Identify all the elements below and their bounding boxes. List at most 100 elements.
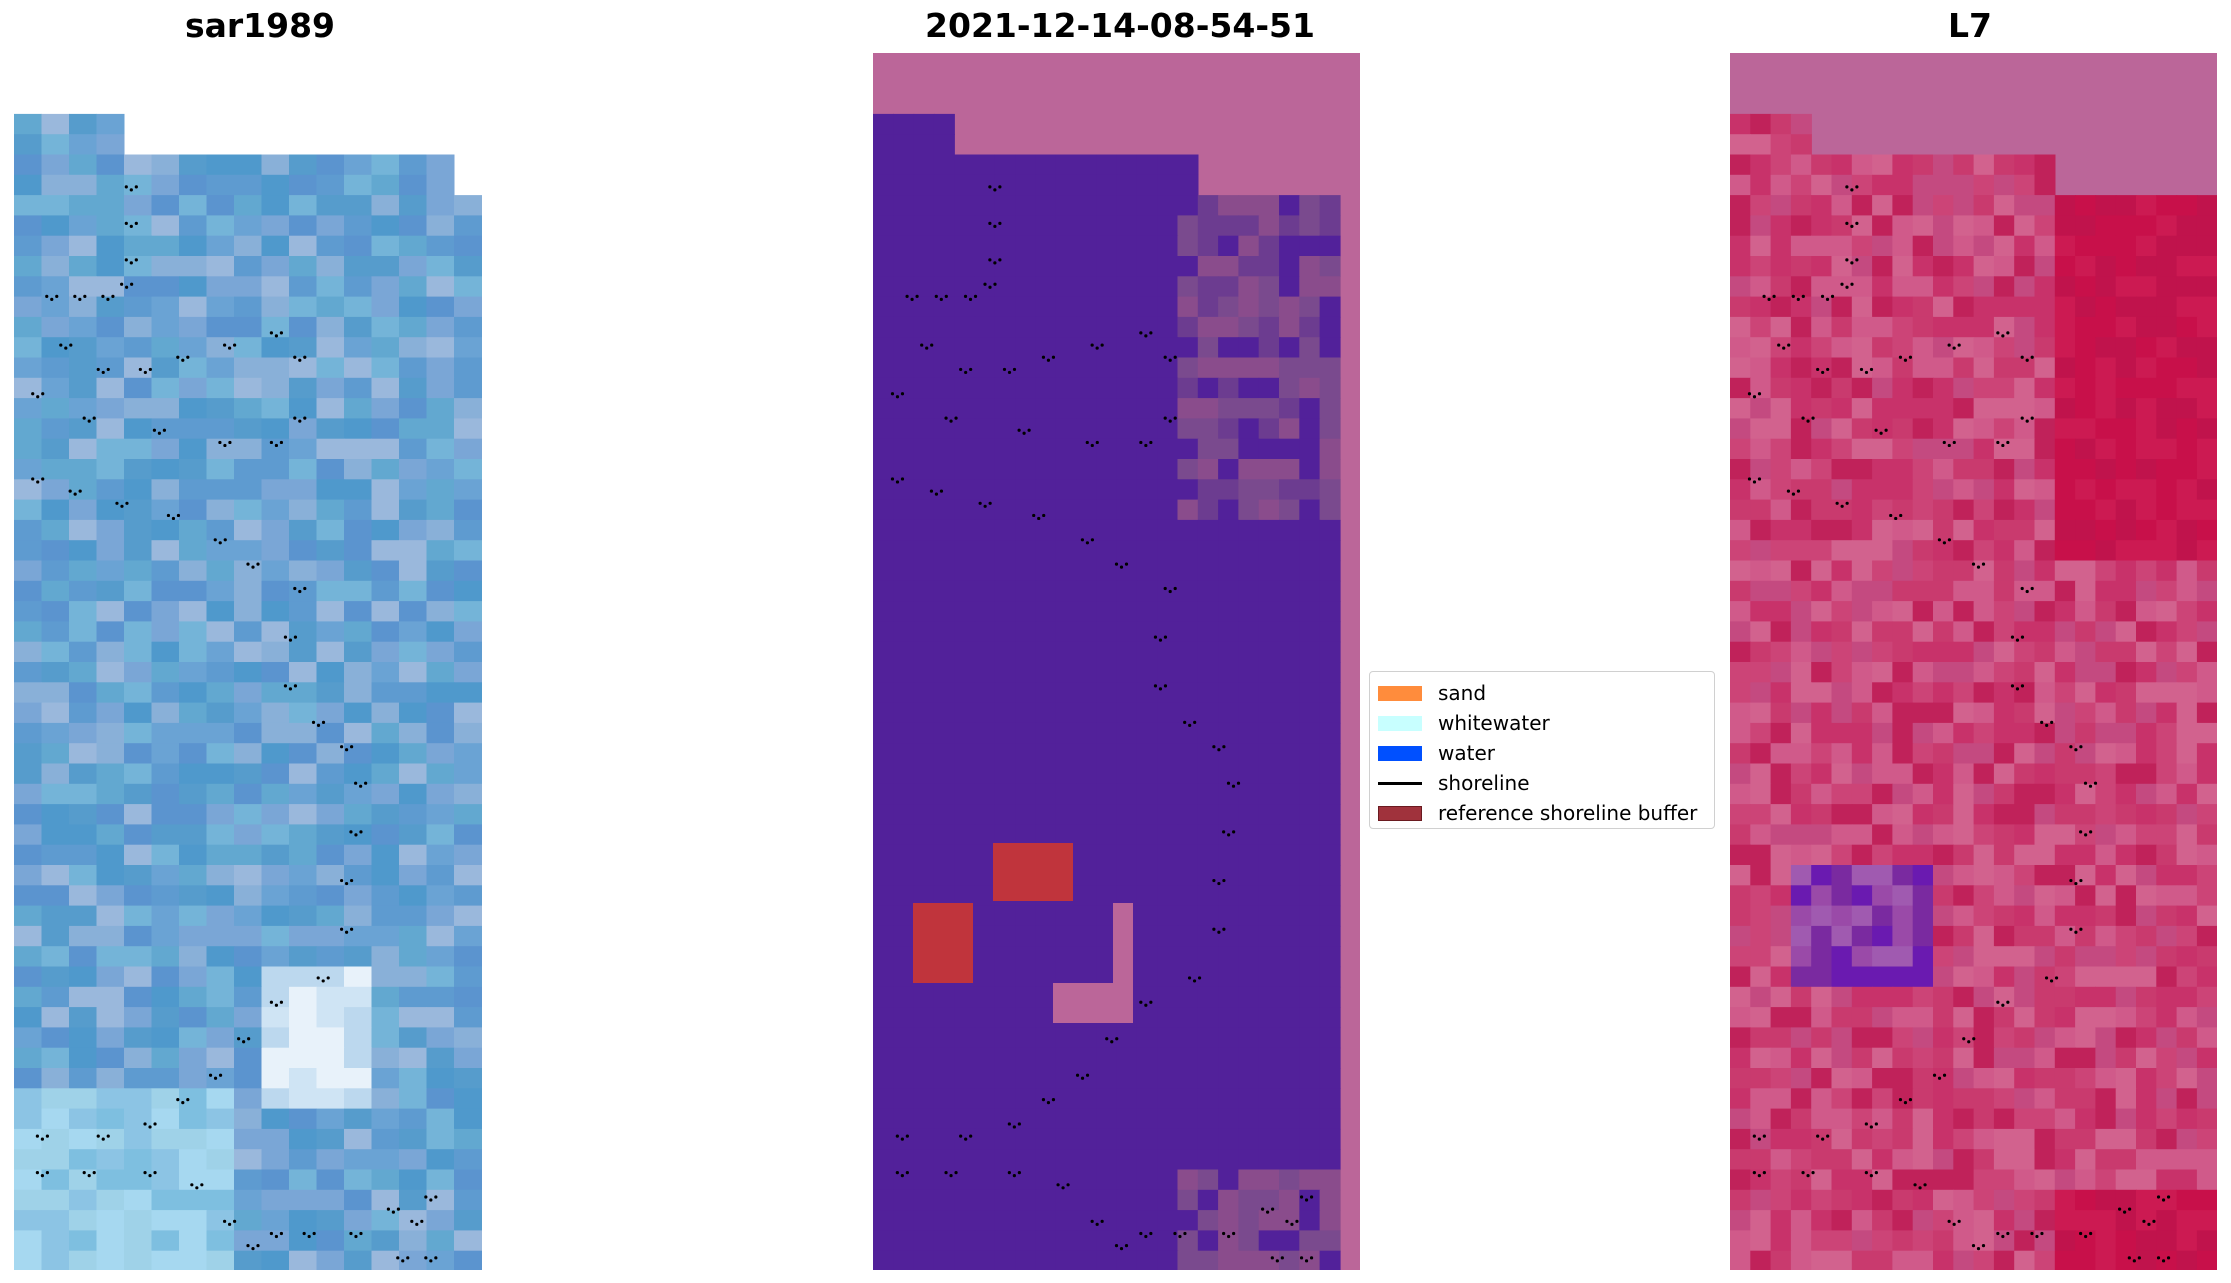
shoreline-dot <box>944 416 948 420</box>
legend-swatch-whitewater <box>1378 715 1422 731</box>
shoreline-dot <box>1041 355 1046 359</box>
shoreline-dot <box>1144 443 1148 448</box>
shoreline-dot <box>1898 1098 1903 1102</box>
shoreline-dot <box>1217 748 1221 752</box>
shoreline-dot <box>1168 358 1172 362</box>
shoreline-dot <box>895 395 900 399</box>
shoreline-dot <box>959 1134 963 1138</box>
shoreline-dot <box>349 1231 353 1236</box>
shoreline-dot <box>1227 833 1231 837</box>
shoreline-dot <box>1869 1125 1873 1129</box>
shoreline-dot <box>905 1171 909 1175</box>
shoreline-dot <box>988 221 992 225</box>
shoreline-dot <box>929 489 934 493</box>
shoreline-dot <box>1124 1244 1129 1248</box>
shoreline-dot <box>298 589 302 594</box>
shoreline-dot <box>228 1222 232 1226</box>
shoreline-dot <box>1801 294 1805 298</box>
shoreline-dot <box>2132 1259 2136 1263</box>
shoreline-dot <box>293 684 298 688</box>
shoreline-dot <box>340 745 344 749</box>
shoreline-dot <box>1188 723 1192 727</box>
shoreline-dot <box>125 285 129 289</box>
shoreline-dot <box>303 355 307 359</box>
shoreline-dot <box>157 431 161 435</box>
shoreline-dot <box>963 294 968 298</box>
shoreline-dot <box>83 294 87 298</box>
shoreline-dot <box>429 1259 433 1263</box>
shoreline-dot <box>2020 586 2024 591</box>
shoreline-dot <box>1782 346 1786 350</box>
shoreline-dot <box>1903 1101 1908 1105</box>
shoreline-dot <box>293 355 297 359</box>
shoreline-dot <box>1046 358 1051 362</box>
shoreline-dot <box>900 477 905 481</box>
shoreline-dot <box>279 1000 283 1004</box>
shoreline-dot <box>1217 881 1221 886</box>
shoreline-dot <box>316 976 320 980</box>
shoreline-dot <box>973 294 978 298</box>
shoreline-dot <box>1119 565 1124 569</box>
shoreline-dot <box>269 440 273 445</box>
shoreline-dot <box>1767 297 1771 301</box>
shoreline-dot <box>1139 1000 1143 1004</box>
shoreline-dot <box>2044 976 2049 980</box>
shoreline-dot <box>303 586 307 591</box>
shoreline-dot <box>2127 1256 2131 1260</box>
shoreline-dot <box>949 1174 953 1178</box>
shoreline-dot <box>1757 477 1762 481</box>
shoreline-dot <box>251 565 255 569</box>
shoreline-dot <box>1762 1171 1766 1175</box>
shoreline-dot <box>1139 440 1143 445</box>
shoreline-dot <box>1981 1244 1986 1248</box>
shoreline-dot <box>1752 1171 1756 1175</box>
shoreline-dot <box>1139 1231 1143 1236</box>
shoreline-dot <box>978 501 982 505</box>
shoreline-dot <box>1894 516 1898 521</box>
shoreline-dot <box>354 781 358 785</box>
shoreline-dot <box>2006 1000 2010 1004</box>
shoreline-dot <box>1183 1231 1187 1236</box>
shoreline-dot <box>1299 1256 1304 1260</box>
rgb-image <box>14 113 482 1270</box>
shoreline-dot <box>120 282 124 286</box>
shoreline-dot <box>1100 1219 1104 1223</box>
shoreline-dot <box>1874 428 1878 432</box>
shoreline-dot <box>153 1122 157 1126</box>
shoreline-dot <box>988 185 992 189</box>
shoreline-dot <box>2030 416 2034 420</box>
shoreline-dot <box>1972 1037 1976 1041</box>
shoreline-dot <box>2069 745 2073 749</box>
shoreline-dot <box>1012 367 1017 372</box>
shoreline-dot <box>2128 1207 2132 1211</box>
shoreline-dot <box>1908 355 1913 359</box>
shoreline-dot <box>1085 440 1089 445</box>
shoreline-dot <box>1149 1000 1153 1004</box>
shoreline-dot <box>223 443 227 448</box>
shoreline-dot <box>1962 1037 1966 1041</box>
shoreline-dot <box>1212 927 1216 931</box>
shoreline-dot <box>1937 1076 1942 1080</box>
shoreline-dot <box>1304 1259 1309 1263</box>
shoreline-dot <box>1850 188 1854 192</box>
shoreline-dot <box>1879 431 1883 435</box>
shoreline-dot <box>424 1256 428 1260</box>
shoreline-dot <box>2118 1207 2122 1211</box>
shoreline-dot <box>218 541 222 545</box>
shoreline-dot <box>1061 1186 1065 1190</box>
shoreline-dot <box>1217 930 1221 934</box>
shoreline-dot <box>233 1219 237 1223</box>
shoreline-dot <box>1816 367 1820 372</box>
shoreline-dot <box>998 258 1002 262</box>
shoreline-dot <box>303 416 307 420</box>
shoreline-dot <box>1757 1137 1761 1141</box>
shoreline-dot <box>2152 1219 2156 1223</box>
shoreline-dot <box>1967 1040 1971 1044</box>
shoreline-dot <box>1947 343 1951 347</box>
shoreline-dot <box>396 1256 400 1260</box>
shoreline-dot <box>129 261 133 265</box>
shoreline-dot <box>1957 343 1961 347</box>
shoreline-dot <box>939 489 944 493</box>
shoreline-dot <box>2123 1210 2127 1214</box>
shoreline-dot <box>153 1171 157 1175</box>
